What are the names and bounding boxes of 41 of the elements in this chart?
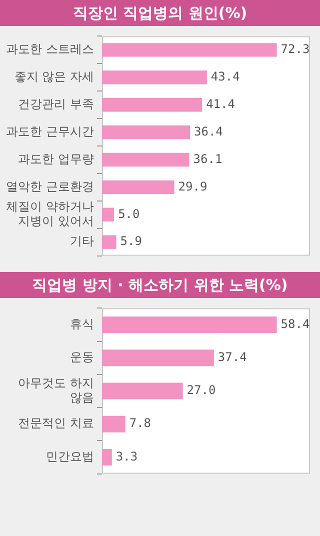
data-label: 29.9 — [178, 179, 208, 194]
bar — [102, 350, 214, 366]
y-tick-label: 운동 — [70, 350, 94, 364]
y-tick-label: 아무것도 하지 않음 — [18, 376, 94, 404]
data-label: 43.4 — [210, 70, 240, 84]
bar — [102, 180, 174, 194]
bar — [102, 316, 277, 334]
bar — [102, 70, 207, 84]
y-tick-label: 민간요법 — [46, 449, 94, 464]
bar — [102, 43, 277, 57]
bar — [102, 208, 114, 222]
data-label: 36.1 — [193, 152, 222, 166]
data-label: 37.4 — [218, 350, 247, 364]
data-label: 27.0 — [186, 383, 216, 398]
y-tick-label: 열악한 근로환경 — [6, 179, 94, 194]
y-tick-label: 좋지 않은 자세 — [14, 70, 94, 84]
y-tick-label: 과도한 업무량 — [18, 152, 94, 166]
bar — [102, 448, 112, 466]
chart-title: 직업병 방지 · 해소하기 위한 노력(%) — [0, 272, 320, 298]
data-label: 7.8 — [129, 416, 152, 430]
y-tick-label: 기타 — [70, 234, 94, 248]
bar — [102, 235, 116, 249]
bar — [102, 152, 190, 167]
data-label: 5.9 — [120, 234, 142, 248]
bar — [102, 98, 202, 112]
y-tick-label: 전문적인 치료 — [18, 416, 94, 430]
bar — [102, 382, 183, 400]
data-label: 3.3 — [116, 449, 138, 464]
y-tick-label: 과도한 스트레스 — [6, 42, 94, 56]
y-tick-label: 체질이 약하거나 지병이 있어서 — [6, 200, 94, 228]
data-label: 58.4 — [280, 316, 310, 331]
bar — [102, 125, 190, 140]
y-tick-label: 휴식 — [70, 316, 94, 331]
data-label: 41.4 — [206, 96, 235, 111]
chart-title: 직장인 직업병의 원인(%) — [0, 0, 320, 26]
y-tick-label: 과도한 근무시간 — [6, 124, 94, 138]
data-label: 36.4 — [194, 124, 223, 138]
y-tick-label: 건강관리 부족 — [18, 96, 94, 111]
data-label: 5.0 — [118, 206, 140, 221]
bar — [102, 416, 126, 432]
data-label: 72.3 — [280, 42, 310, 56]
